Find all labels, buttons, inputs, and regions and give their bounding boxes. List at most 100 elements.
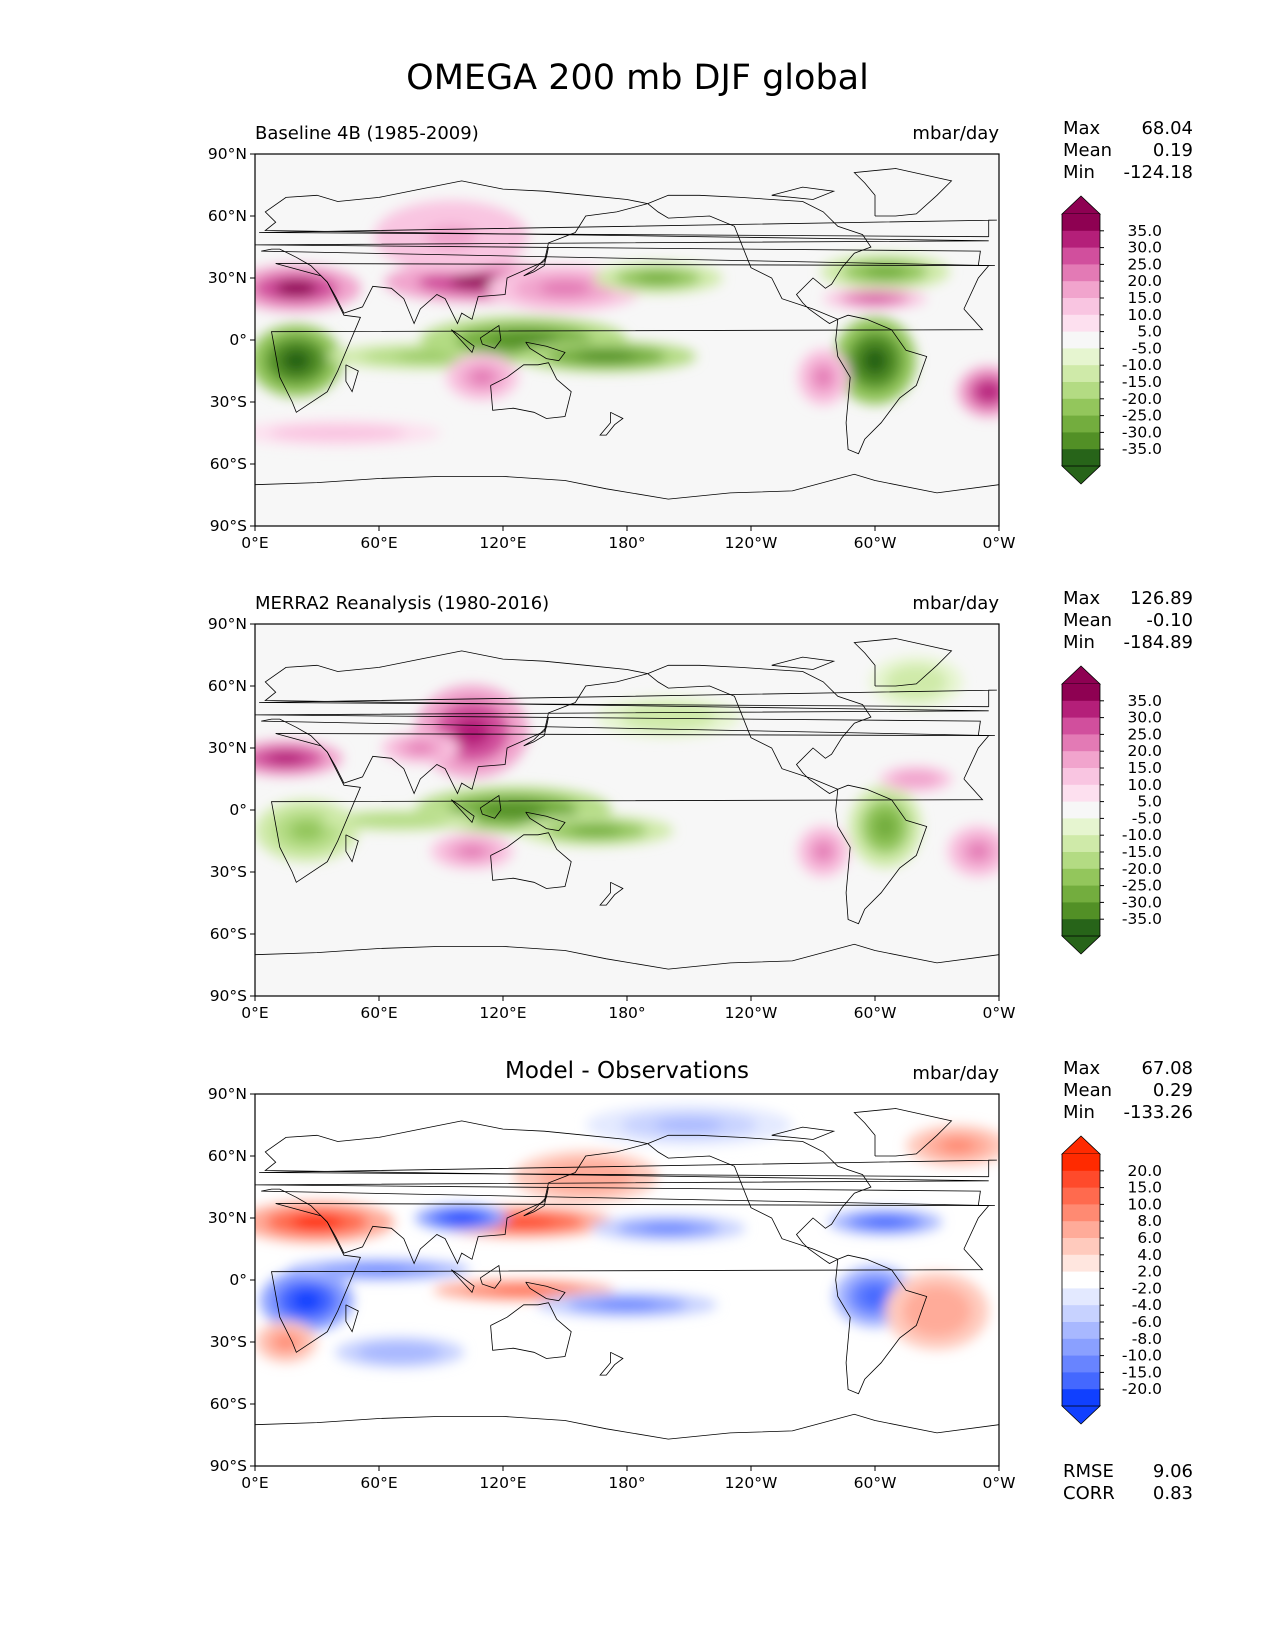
coastline: [271, 263, 990, 413]
colorbar-tick-label: -35.0: [1122, 440, 1162, 458]
x-tick-label: 120°W: [725, 1004, 778, 1022]
coastline: [525, 811, 566, 832]
colorbar-tick-label: 5.0: [1137, 793, 1162, 811]
y-tick-label: 60°N: [208, 1147, 247, 1165]
colorbar-extend-min: [1060, 465, 1102, 485]
max-label: Max: [1063, 118, 1101, 139]
colorbar-bin: [1062, 717, 1100, 735]
colorbar-bin: [1062, 734, 1100, 752]
colorbar-bin: [1062, 1389, 1100, 1407]
colorbar-tick-label: -15.0: [1122, 843, 1162, 861]
colorbar: 35.0 30.0 25.0 20.0 15.0 10.0 5.0 -5.0 -10.0 -15.…: [1060, 194, 1190, 486]
field-anomaly: [374, 816, 426, 824]
coastline: [479, 794, 502, 819]
x-tick-label: 120°W: [725, 1474, 778, 1492]
mean-value: -0.10: [1146, 610, 1193, 631]
field-anomaly: [275, 1335, 297, 1349]
colorbar-bin: [1062, 281, 1100, 299]
y-tick-label: 30°S: [210, 393, 247, 411]
corr-label: CORR: [1063, 1483, 1115, 1504]
map-plot: 0°E 60°E 120°E 180° 120°W 60°W 0°W 90°N 60°N 30°N…: [208, 615, 1016, 1022]
field-anomaly: [858, 295, 892, 303]
coastline: [647, 194, 872, 324]
colorbar-tick-label: -10.0: [1122, 1347, 1162, 1365]
colorbar-svg: 20.015.010.08.06.04.02.0-2.0-4.0-6.0-8.0…: [1060, 1135, 1162, 1425]
colorbar-tick-label: -8.0: [1132, 1330, 1162, 1348]
x-tick-label: 0°W: [983, 534, 1016, 552]
x-tick-label: 180°: [608, 1004, 645, 1022]
colorbar-tick-label: -20.0: [1122, 390, 1162, 408]
units-label: mbar/day: [912, 123, 999, 144]
colorbar-bin: [1062, 1170, 1100, 1189]
y-tick-label: 90°S: [210, 987, 247, 1005]
field-anomaly: [597, 1300, 657, 1310]
coastline: [451, 1269, 475, 1294]
colorbar-tick-label: -25.0: [1122, 407, 1162, 425]
field-anomaly: [267, 752, 305, 765]
colorbar-extend-max: [1060, 1135, 1102, 1155]
y-tick-label: 90°S: [210, 517, 247, 535]
coastline: [523, 1186, 549, 1217]
colorbar-tick-label: 25.0: [1127, 255, 1162, 273]
y-tick-label: 60°S: [210, 925, 247, 943]
coastline: [255, 943, 999, 970]
y-tick-label: 60°S: [210, 1395, 247, 1413]
colorbar-bin: [1062, 835, 1100, 853]
field-anomaly: [561, 1168, 610, 1186]
field-anomaly: [275, 280, 318, 296]
colorbar-tick-label: -30.0: [1122, 423, 1162, 441]
map-svg: 0°E 60°E 120°E 180° 120°W 60°W 0°W 90°N 60°N 30°N…: [208, 145, 1016, 552]
x-tick-label: 120°W: [725, 534, 778, 552]
coastline: [525, 1281, 566, 1302]
colorbar-bin: [1062, 1338, 1100, 1357]
colorbar-outline: [1061, 1154, 1101, 1406]
field-anomaly: [281, 348, 312, 373]
coastline: [451, 799, 475, 824]
colorbar-bin: [1062, 1238, 1100, 1256]
colorbar-bin: [1062, 1254, 1100, 1273]
field-anomaly: [920, 1298, 954, 1324]
colorbar-tick-label: -15.0: [1122, 373, 1162, 391]
field-anomaly: [636, 272, 680, 284]
x-tick-label: 0°W: [983, 1474, 1016, 1492]
max-value: 67.08: [1141, 1058, 1193, 1079]
field-anomaly: [446, 1213, 477, 1223]
colorbar-tick-label: -15.0: [1122, 1363, 1162, 1381]
stats-box: Max 68.04 Mean 0.19 Min -124.18: [1063, 118, 1193, 184]
colorbar-tick-label: -25.0: [1122, 877, 1162, 895]
coastline: [853, 1108, 953, 1157]
coastline: [451, 329, 475, 354]
colorbar-bin: [1062, 314, 1100, 333]
coastline: [490, 832, 572, 889]
colorbar-bin: [1062, 684, 1100, 702]
coastline: [259, 689, 997, 708]
field-anomaly: [470, 369, 495, 385]
colorbar-tick-label: 15.0: [1127, 759, 1162, 777]
y-tick-label: 90°N: [208, 145, 247, 163]
coastline: [479, 1264, 502, 1289]
colorbar-bin: [1062, 1187, 1100, 1205]
max-value: 68.04: [1141, 118, 1193, 139]
colorbar-tick-label: 8.0: [1137, 1212, 1162, 1230]
field-anomaly: [349, 1266, 409, 1274]
field-anomaly: [873, 812, 898, 841]
coastline: [255, 180, 995, 325]
colorbar-bin: [1062, 1204, 1100, 1222]
stats-box: Max 126.89 Mean -0.10 Min -184.89: [1063, 588, 1193, 654]
colorbar-tick-label: -20.0: [1122, 860, 1162, 878]
colorbar-tick-label: 10.0: [1127, 1195, 1162, 1213]
coastline: [525, 341, 566, 362]
field-anomaly: [378, 1347, 421, 1358]
colorbar-bin: [1062, 902, 1100, 920]
min-label: Min: [1063, 162, 1095, 183]
mean-value: 0.19: [1152, 140, 1193, 161]
mean-value: 0.29: [1152, 1080, 1193, 1101]
field-anomaly: [480, 802, 546, 818]
colorbar-tick-label: 10.0: [1127, 306, 1162, 324]
colorbar-bin: [1062, 868, 1100, 887]
mean-label: Mean: [1063, 1080, 1113, 1101]
colorbar-bin: [1062, 1288, 1100, 1306]
colorbar-tick-label: 2.0: [1137, 1263, 1162, 1281]
panel-title: Model - Observations: [504, 1058, 749, 1084]
colorbar-tick-label: 30.0: [1127, 239, 1162, 257]
